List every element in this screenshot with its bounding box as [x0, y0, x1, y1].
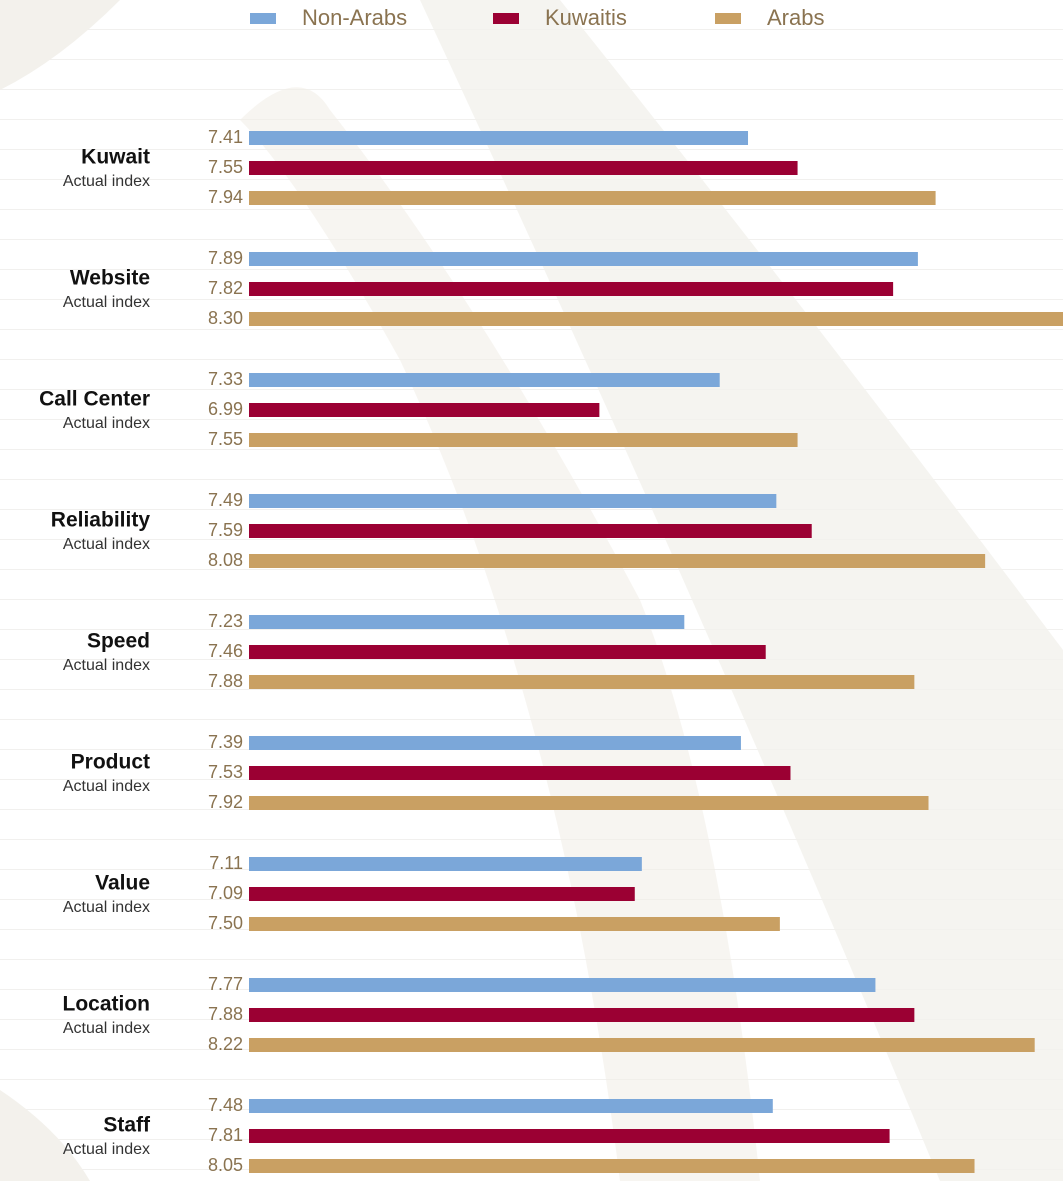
category-note: Actual index [63, 657, 150, 674]
decor [240, 87, 760, 1181]
value-label: 7.48 [208, 1095, 243, 1115]
value-label: 7.23 [208, 611, 243, 631]
category-label: Kuwait [81, 146, 150, 169]
bar [249, 766, 791, 780]
decor [0, 0, 120, 90]
category-note: Actual index [63, 294, 150, 311]
bar [249, 887, 635, 901]
bar [249, 1159, 975, 1173]
bar [249, 524, 812, 538]
value-label: 7.39 [208, 732, 243, 752]
bar [249, 282, 894, 296]
category-label: Website [70, 267, 150, 290]
value-label: 7.49 [208, 490, 243, 510]
legend-label: Arabs [767, 5, 824, 30]
value-label: 7.41 [208, 127, 243, 147]
category-label: Speed [87, 630, 150, 653]
bar [249, 1129, 890, 1143]
bar [249, 373, 720, 387]
legend-swatch [715, 13, 741, 24]
value-label: 7.09 [208, 883, 243, 903]
value-label: 7.81 [208, 1125, 243, 1145]
value-label: 7.88 [208, 1004, 243, 1024]
bar [249, 494, 777, 508]
bar [249, 554, 986, 568]
value-label: 7.11 [209, 853, 243, 873]
bar [249, 796, 929, 810]
value-label: 8.08 [208, 550, 243, 570]
bar [249, 615, 685, 629]
value-label: 8.22 [208, 1034, 243, 1054]
bar [249, 252, 918, 266]
value-label: 7.89 [208, 248, 243, 268]
category-note: Actual index [63, 778, 150, 795]
category-note: Actual index [63, 1141, 150, 1158]
value-label: 7.92 [208, 792, 243, 812]
bar [249, 191, 936, 205]
category-note: Actual index [63, 536, 150, 553]
value-label: 8.05 [208, 1155, 243, 1175]
bar [249, 131, 749, 145]
category-note: Actual index [63, 899, 150, 916]
value-label: 7.53 [208, 762, 243, 782]
legend-swatch [493, 13, 519, 24]
value-label: 7.77 [208, 974, 243, 994]
category-label: Location [63, 993, 151, 1016]
bar [249, 857, 642, 871]
value-label: 7.55 [208, 429, 243, 449]
legend-swatch [250, 13, 276, 24]
value-label: 7.88 [208, 671, 243, 691]
bar [249, 161, 798, 175]
bar [249, 917, 780, 931]
category-label: Staff [103, 1114, 151, 1137]
value-label: 7.55 [208, 157, 243, 177]
value-label: 7.46 [208, 641, 243, 661]
bar [249, 403, 600, 417]
category-label: Reliability [51, 509, 151, 532]
category-note: Actual index [63, 173, 150, 190]
category-note: Actual index [63, 415, 150, 432]
value-label: 8.30 [208, 308, 243, 328]
bar [249, 1038, 1035, 1052]
category-note: Actual index [63, 1020, 150, 1037]
decor [0, 1090, 90, 1181]
bar [249, 645, 766, 659]
category-label: Product [71, 751, 150, 774]
bar [249, 675, 915, 689]
bar [249, 1008, 915, 1022]
value-label: 7.94 [208, 187, 243, 207]
bar [249, 978, 876, 992]
value-label: 6.99 [208, 399, 243, 419]
value-label: 7.82 [208, 278, 243, 298]
value-label: 7.59 [208, 520, 243, 540]
value-label: 7.33 [208, 369, 243, 389]
bar [249, 1099, 773, 1113]
category-label: Call Center [39, 388, 150, 411]
bar [249, 312, 1063, 326]
value-label: 7.50 [208, 913, 243, 933]
bar [249, 433, 798, 447]
legend-label: Non-Arabs [302, 5, 407, 30]
category-label: Value [95, 872, 150, 895]
bar [249, 736, 741, 750]
legend-label: Kuwaitis [545, 5, 627, 30]
